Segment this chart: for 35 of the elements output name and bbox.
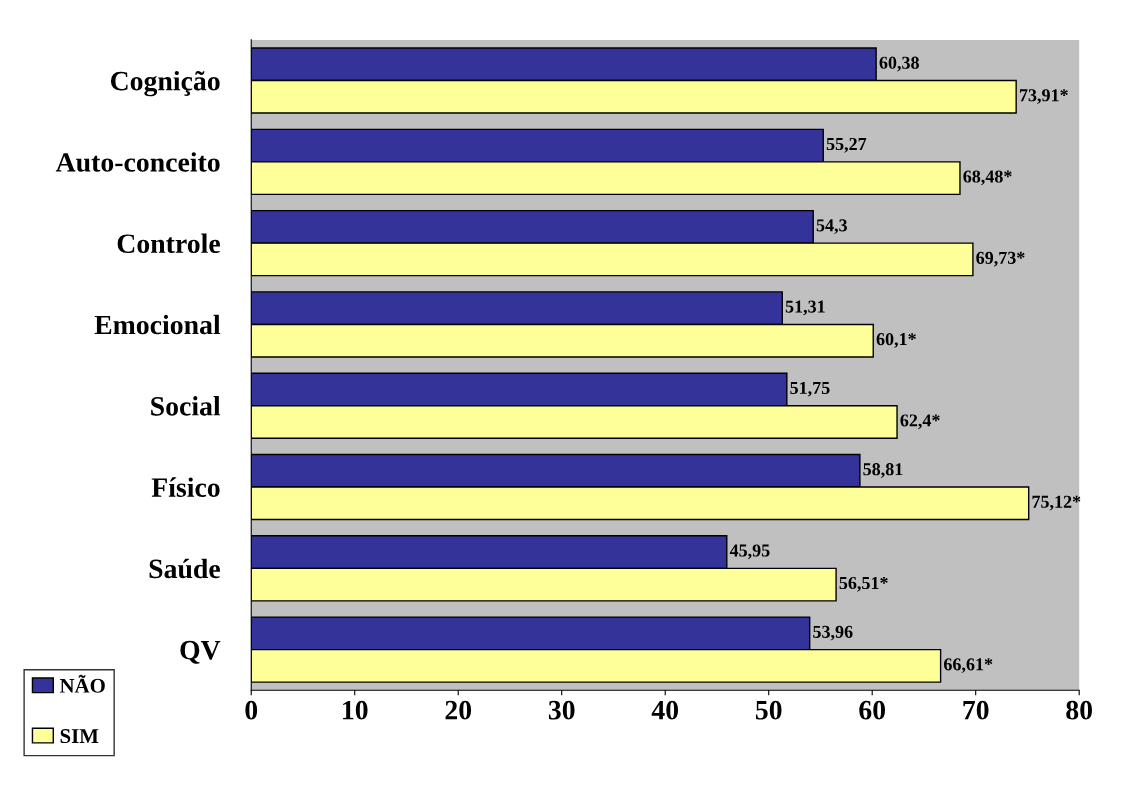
data-label: 56,51* xyxy=(839,576,888,592)
data-label: 53,96 xyxy=(813,625,853,641)
x-tick-label: 30 xyxy=(548,700,575,720)
x-tick-label: 0 xyxy=(245,700,258,720)
data-label: 60,1* xyxy=(876,333,916,348)
data-label: 69,73* xyxy=(976,251,1025,267)
x-tick-label: 20 xyxy=(445,700,472,720)
data-label: 60,38 xyxy=(879,56,919,72)
y-tick-label: Físico xyxy=(151,477,220,497)
data-label: 68,48* xyxy=(963,170,1012,186)
data-label: 51,75 xyxy=(790,381,830,397)
legend-label: SIM xyxy=(60,729,99,744)
y-tick-label: Cognição xyxy=(110,70,220,97)
data-label: 51,31 xyxy=(785,300,825,316)
data-label: 54,3 xyxy=(816,219,847,235)
data-label: 62,4* xyxy=(900,414,940,430)
data-label: 75,12* xyxy=(1032,495,1081,511)
x-tick-label: 40 xyxy=(651,700,679,720)
x-tick-label: 50 xyxy=(755,700,782,720)
data-label: 45,95 xyxy=(729,544,770,560)
data-label: 55,27 xyxy=(826,137,867,153)
legend-label: NÃO xyxy=(59,674,105,693)
y-tick-label: QV xyxy=(180,640,221,664)
x-tick-label: 80 xyxy=(1066,700,1093,720)
data-label: 73,91* xyxy=(1019,89,1068,104)
x-tick-label: 10 xyxy=(343,700,368,720)
y-tick-label: Auto-conceito xyxy=(55,152,220,172)
y-tick-label: Controle xyxy=(117,233,220,254)
data-label: 66,61* xyxy=(944,658,993,674)
y-tick-label: Emocional xyxy=(94,314,221,335)
y-tick-label: Social xyxy=(151,396,221,416)
x-tick-label: 60 xyxy=(859,700,886,720)
x-tick-label: 70 xyxy=(963,700,989,720)
data-label: 58,81 xyxy=(863,463,903,478)
y-tick-label: Saúde xyxy=(149,558,220,579)
